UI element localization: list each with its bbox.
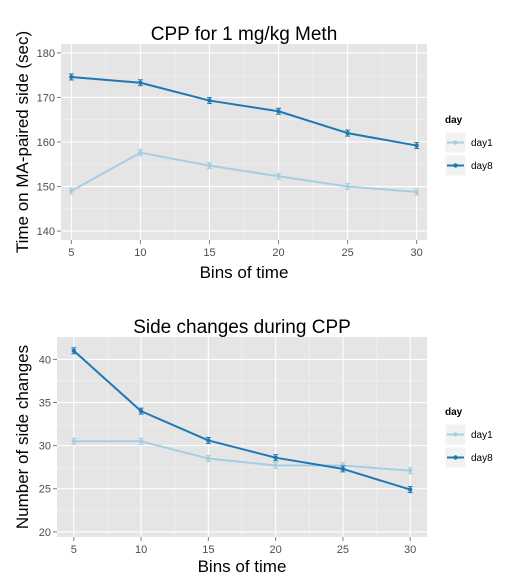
data-point-day8 <box>206 438 211 443</box>
chart-title: Side changes during CPP <box>133 317 351 338</box>
data-point-day1 <box>71 439 77 444</box>
data-point-day1 <box>345 184 350 189</box>
x-tick-label: 10 <box>134 247 146 259</box>
series-line-day8 <box>73 350 411 491</box>
x-tick-label: 15 <box>202 544 214 556</box>
data-point-day1 <box>207 163 212 168</box>
legend-key-point <box>453 140 458 145</box>
y-tick-label: 35 <box>39 398 51 410</box>
y-tick-label: 25 <box>39 484 51 496</box>
x-tick-label: 25 <box>337 544 349 556</box>
y-tick-label: 40 <box>39 354 51 366</box>
x-tick-label: 15 <box>203 247 215 259</box>
legend-key-point <box>453 163 458 168</box>
data-point-day1 <box>414 189 419 195</box>
y-tick-label: 30 <box>39 441 51 453</box>
series-line-day8 <box>71 75 417 147</box>
legend-label-day1: day1 <box>471 430 493 441</box>
y-tick-label: 140 <box>37 226 55 238</box>
chart-title: CPP for 1 mg/kg Meth <box>151 24 338 45</box>
legend-title: day <box>445 407 463 418</box>
legend-label-day8: day8 <box>471 453 493 464</box>
x-axis-title: Bins of time <box>198 557 287 576</box>
legend: day day1 day8 <box>444 407 493 469</box>
data-point-day8 <box>276 109 281 114</box>
data-point-day8 <box>345 130 350 136</box>
x-tick-label: 10 <box>135 544 147 556</box>
legend-label-day8: day8 <box>471 161 493 172</box>
legend-key-point <box>453 432 458 437</box>
x-tick-label: 30 <box>411 247 423 259</box>
x-tick-label: 30 <box>404 544 416 556</box>
legend: day day1 day8 <box>444 115 493 177</box>
x-tick-label: 5 <box>68 247 74 259</box>
chart-1: 5 10 15 20 25 30 140 150 160 170 180 CPP for 1 mg/k… <box>13 24 493 282</box>
data-point-day1 <box>276 174 281 179</box>
y-tick-label: 170 <box>37 92 55 104</box>
legend-label-day1: day1 <box>471 138 493 149</box>
y-tick-label: 180 <box>37 48 55 60</box>
data-point-day8 <box>414 143 419 148</box>
data-point-day1 <box>206 456 211 461</box>
x-axis-title: Bins of time <box>200 263 289 282</box>
data-point-day8 <box>207 98 212 103</box>
legend-title: day <box>445 115 463 126</box>
data-point-day1 <box>69 188 74 194</box>
y-axis-title: Time on MA-paired side (sec) <box>13 31 32 253</box>
data-point-day8 <box>340 466 346 472</box>
y-tick-label: 20 <box>39 527 51 539</box>
x-tick-label: 25 <box>341 247 353 259</box>
chart-2: 5 10 15 20 25 30 20 25 30 35 40 Side changes during… <box>13 317 493 576</box>
data-point-day8 <box>407 487 413 492</box>
data-point-day1 <box>407 468 413 473</box>
data-point-day8 <box>273 455 278 460</box>
series-line-day1 <box>70 151 417 193</box>
data-point-day8 <box>71 348 77 353</box>
x-tick-label: 20 <box>270 544 282 556</box>
data-point-day1 <box>273 463 278 468</box>
x-tick-label: 5 <box>71 544 77 556</box>
y-tick-label: 160 <box>37 137 55 149</box>
data-point-day8 <box>69 74 74 80</box>
data-point-day8 <box>138 80 143 85</box>
y-axis-title: Number of side changes <box>13 345 32 529</box>
legend-key-point <box>453 455 458 460</box>
series-line-day1 <box>73 440 411 472</box>
y-tick-label: 150 <box>37 182 55 194</box>
data-point-day1 <box>138 150 143 155</box>
data-point-day1 <box>138 439 144 444</box>
data-point-day8 <box>138 408 144 414</box>
x-tick-label: 20 <box>272 247 284 259</box>
